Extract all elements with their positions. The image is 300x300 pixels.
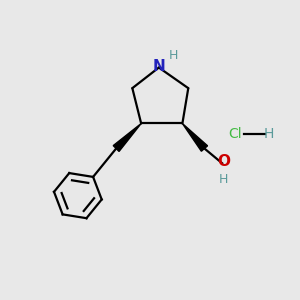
Text: H: H <box>264 127 274 141</box>
Polygon shape <box>182 124 208 151</box>
Text: O: O <box>217 154 230 169</box>
Text: H: H <box>168 49 178 62</box>
Polygon shape <box>113 124 141 152</box>
Text: H: H <box>219 173 228 186</box>
Text: Cl: Cl <box>229 127 242 141</box>
Text: N: N <box>152 58 165 74</box>
